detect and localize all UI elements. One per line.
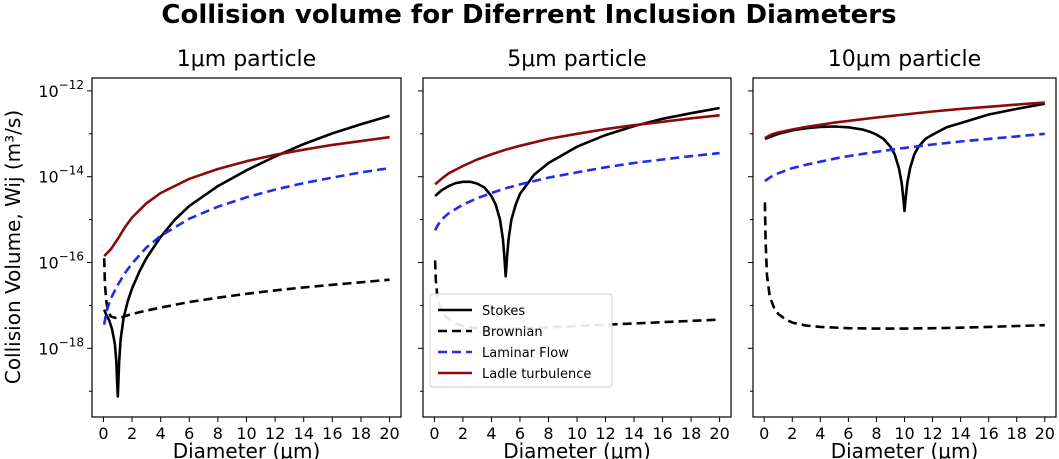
x-tick-label: 2	[787, 424, 797, 443]
x-tick-label: 6	[184, 424, 194, 443]
x-axis-label: Diameter (μm)	[173, 439, 321, 459]
plot-frame	[91, 77, 402, 418]
x-tick-label: 4	[486, 424, 496, 443]
figure-title: Collision volume for Diferrent Inclusion…	[161, 0, 896, 30]
panel-2: 0 2 4 6 8 10 12 14 16 18 20 5μm particle Diameter (μ…	[418, 47, 732, 459]
y-tick-label: 10−16	[38, 250, 84, 273]
series-ladle	[103, 135, 390, 257]
x-tick-label: 0	[98, 424, 108, 443]
x-tick-label: 12	[922, 424, 942, 443]
x-tick-label: 14	[950, 424, 970, 443]
legend-label-ladle: Ladle turbulence	[482, 367, 591, 382]
panel-title: 5μm particle	[507, 47, 646, 72]
x-tick-label: 8	[543, 424, 553, 443]
x-tick-label: 10	[567, 424, 587, 443]
x-tick-label: 2	[458, 424, 468, 443]
x-tick-label: 0	[429, 424, 439, 443]
series-laminar	[433, 151, 720, 231]
x-axis-label: Diameter (μm)	[831, 439, 979, 459]
x-tick-label: 16	[322, 424, 342, 443]
panel-3: 0 2 4 6 8 10 12 14 16 18 20 10μm particle Diameter (…	[748, 47, 1057, 459]
x-tick-label: 20	[1035, 424, 1055, 443]
x-tick-label: 8	[871, 424, 881, 443]
x-tick-label: 2	[127, 424, 137, 443]
series-laminar	[764, 132, 1045, 183]
x-tick-label: 10	[236, 424, 256, 443]
legend-label-laminar: Laminar Flow	[482, 346, 569, 361]
panel-title: 1μm particle	[177, 47, 316, 72]
y-tick-label: 10−12	[38, 78, 84, 101]
x-tick-label: 14	[624, 424, 644, 443]
x-tick-label: 0	[759, 424, 769, 443]
legend: Stokes Brownian Laminar Flow Ladle turbulen…	[429, 293, 613, 388]
series-stokes	[102, 114, 390, 398]
y-tick-label: 10−14	[38, 164, 84, 187]
x-tick-label: 18	[1007, 424, 1027, 443]
panels: 0 2 4 6 8 10 12 14 16 18 2010−1810−1610−1410−121μm…	[38, 47, 1057, 459]
x-axis-label: Diameter (μm)	[503, 439, 651, 459]
series-ladle	[764, 101, 1045, 140]
series-stokes	[764, 102, 1046, 213]
y-axis-label: Collision Volume, Wij (m³/s)	[1, 110, 25, 384]
x-tick-label: 4	[156, 424, 166, 443]
legend-label-brownian: Brownian	[482, 325, 543, 340]
legend-box	[429, 293, 613, 388]
x-tick-label: 18	[681, 424, 701, 443]
panel-1: 0 2 4 6 8 10 12 14 16 18 20 10−18 10−16 10−14 10−12 1μm…	[38, 47, 402, 459]
x-tick-label: 20	[379, 424, 399, 443]
x-tick-label: 14	[294, 424, 314, 443]
x-tick-label: 6	[843, 424, 853, 443]
panel-title: 10μm particle	[828, 47, 981, 72]
series-stokes	[434, 106, 720, 278]
x-tick-label: 12	[595, 424, 615, 443]
x-tick-label: 18	[351, 424, 371, 443]
x-tick-label: 6	[515, 424, 525, 443]
x-tick-label: 8	[213, 424, 223, 443]
x-tick-label: 16	[652, 424, 672, 443]
series-brownian	[102, 258, 390, 320]
x-tick-label: 12	[265, 424, 285, 443]
x-tick-label: 10	[894, 424, 914, 443]
x-tick-label: 20	[709, 424, 729, 443]
series-ladle	[434, 114, 720, 186]
x-tick-label: 16	[978, 424, 998, 443]
legend-label-stokes: Stokes	[482, 304, 525, 319]
y-tick-label: 10−18	[38, 335, 84, 358]
series-laminar	[102, 166, 390, 325]
series-brownian	[763, 202, 1045, 330]
x-tick-label: 4	[815, 424, 825, 443]
